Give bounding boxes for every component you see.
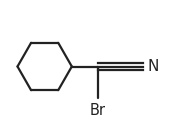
Text: Br: Br [90,103,106,118]
Text: N: N [147,59,159,74]
